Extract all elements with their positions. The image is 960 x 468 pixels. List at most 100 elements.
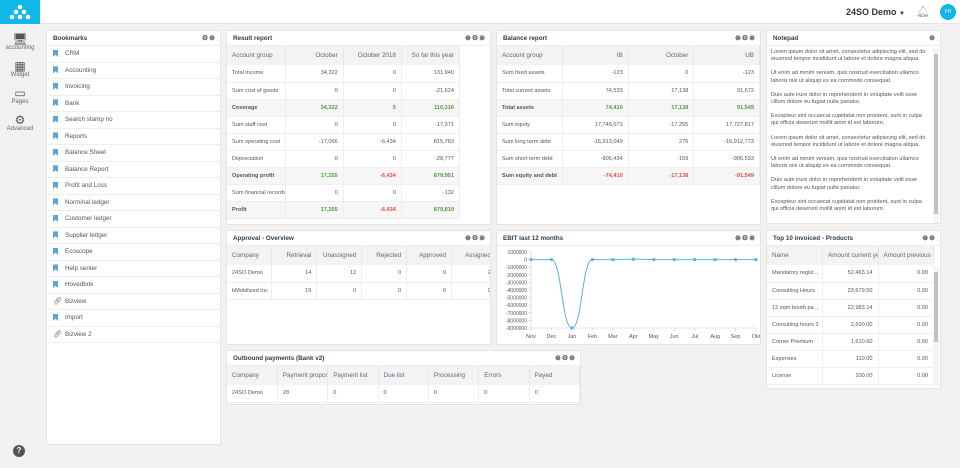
- help-icon[interactable]: ?: [13, 445, 25, 457]
- bookmark-item[interactable]: 🔗︎ Bizview 2: [47, 327, 220, 343]
- column-header[interactable]: Name: [767, 246, 823, 265]
- table-row[interactable]: Mandatory regist... 52,463.14 0.00: [767, 265, 934, 283]
- table-cell: 0: [478, 385, 530, 403]
- table-row[interactable]: Consulting Hours 23,679.50 0.00: [767, 282, 934, 300]
- column-header[interactable]: Payed: [529, 366, 580, 385]
- column-header[interactable]: Company: [227, 366, 278, 385]
- y-tick-label: -5000000: [506, 296, 527, 302]
- table-row[interactable]: Depreciation 0 0 -28,777: [227, 150, 461, 168]
- column-header[interactable]: October 2018: [343, 46, 402, 65]
- logo[interactable]: [0, 0, 40, 24]
- table-cell: 0.00: [878, 367, 934, 385]
- table-row[interactable]: Sum fixed assets -123 0 -123: [497, 65, 760, 83]
- column-header[interactable]: Approved: [406, 246, 453, 265]
- approval-panel: Approval - Overview ⊛⚙⊗ Company Retrieval U…: [226, 230, 491, 345]
- column-header[interactable]: Account group: [227, 46, 286, 65]
- column-header[interactable]: Account group: [497, 46, 564, 65]
- bookmark-item[interactable]: Search stamp no: [47, 112, 220, 129]
- notepad-textarea[interactable]: Lorem ipsum dolor sit amet, consectetur …: [767, 46, 940, 223]
- panel-controls-icons[interactable]: ⊛⚙⊗: [734, 235, 756, 242]
- panel-controls-icons[interactable]: ⊛⊗: [922, 235, 936, 242]
- x-tick-label: Sep: [731, 334, 741, 340]
- column-header[interactable]: IB: [562, 46, 629, 65]
- panel-controls-icons[interactable]: ⊛⚙⊗: [554, 355, 576, 362]
- rail-item-advanced[interactable]: ⚙ Advanced: [0, 113, 40, 132]
- bookmark-item[interactable]: Norminal ledger: [47, 195, 220, 211]
- table-row[interactable]: License 100.00 0.00: [767, 367, 934, 385]
- table-row[interactable]: Sum equity and debt -74,410 -17,138 -91,549: [497, 167, 760, 185]
- bookmark-item[interactable]: Hovedbok: [47, 277, 220, 294]
- rail-item-accounting[interactable]: 🖥︎ accounting: [0, 32, 40, 51]
- table-row[interactable]: bMobilized Inc 19 0 0 0 0: [227, 282, 490, 300]
- table-row[interactable]: Expenses 110.00 0.00: [767, 350, 934, 368]
- table-row[interactable]: Consulting hours 2 2,500.00 0.00: [767, 316, 934, 334]
- bookmark-item[interactable]: Import: [47, 310, 220, 327]
- rail-item-widget[interactable]: ▦ Widget: [0, 59, 40, 78]
- bookmark-item[interactable]: Bank: [47, 96, 220, 112]
- column-header[interactable]: So far this year: [401, 46, 461, 65]
- close-icon[interactable]: ⊗: [929, 35, 936, 42]
- table-cell: 2,500.00: [822, 316, 879, 334]
- table-row[interactable]: Sum staff cost 0 0 -17,371: [227, 116, 461, 134]
- table-row[interactable]: 12 sqm booth pa... 22,983.14 0.00: [767, 299, 934, 317]
- scrollbar[interactable]: [933, 266, 939, 386]
- table-row[interactable]: 24SO Demo 28 0 0 0 0 0: [227, 385, 580, 403]
- bell-icon[interactable]: 🔔︎: [916, 6, 930, 18]
- settings-close-icons[interactable]: ⚙⊗: [201, 35, 216, 42]
- bookmark-item[interactable]: Reports: [47, 129, 220, 145]
- column-header[interactable]: Amount previous: [878, 246, 934, 265]
- bookmark-item[interactable]: Balance Sheet: [47, 145, 220, 162]
- column-header[interactable]: Amount current year: [822, 246, 879, 265]
- table-row[interactable]: Sum financial records 0 0 -132: [227, 184, 461, 202]
- table-row[interactable]: Sum short term debt -906,434 -159 -906,593: [497, 150, 760, 168]
- table-row[interactable]: Sum cost of goods 0 0 -21,624: [227, 82, 461, 100]
- table-row[interactable]: Total income 34,322 0 131,940: [227, 65, 461, 83]
- column-header[interactable]: Payment list: [327, 366, 379, 385]
- rail-item-pages[interactable]: ▭ Pages: [0, 86, 40, 105]
- panel-title: Balance report: [503, 35, 548, 42]
- table-row[interactable]: Coverage 34,322 0 110,316: [227, 99, 461, 117]
- bookmark-item[interactable]: Help senter: [47, 261, 220, 277]
- bookmark-item[interactable]: CRM: [47, 46, 220, 63]
- column-header[interactable]: Company: [227, 246, 273, 265]
- avatar[interactable]: FH: [940, 4, 956, 20]
- bookmark-item[interactable]: Supplier ledger: [47, 228, 220, 244]
- column-header[interactable]: Assigned: [451, 246, 490, 265]
- column-header[interactable]: Unassigned: [316, 246, 363, 265]
- panel-controls-icons[interactable]: ⊛⚙⊗: [464, 235, 486, 242]
- column-header[interactable]: Rejected: [361, 246, 408, 265]
- table-cell: -906,434: [562, 150, 629, 168]
- table-row[interactable]: Profit 17,255 -6,434 879,819: [227, 201, 461, 219]
- table-row[interactable]: Operating profit 17,255 -6,434 879,951: [227, 167, 461, 185]
- column-header[interactable]: UB: [693, 46, 760, 65]
- table-row[interactable]: Sum operating cost -17,066 -6,434 815,783: [227, 133, 461, 151]
- column-header[interactable]: Payment proposal: [277, 366, 329, 385]
- result-table: Account group October October 2018 So far t…: [227, 46, 461, 219]
- panel-controls-icons[interactable]: ⊛⚙⊗: [464, 35, 486, 42]
- column-header[interactable]: October: [628, 46, 695, 65]
- table-row[interactable]: Total assets 74,410 17,138 91,549: [497, 99, 760, 117]
- column-header[interactable]: Processing: [428, 366, 480, 385]
- column-header[interactable]: Errors: [478, 366, 530, 385]
- table-row[interactable]: Corner Premium 1,610.60 0.00: [767, 333, 934, 351]
- panel-controls-icons[interactable]: ⊛⚙⊗: [734, 35, 756, 42]
- column-header[interactable]: Retrieval: [271, 246, 318, 265]
- bookmark-item[interactable]: Profit and Loss: [47, 178, 220, 195]
- bookmark-item[interactable]: Ecoscope: [47, 244, 220, 261]
- table-row[interactable]: Total current assets 74,533 17,138 91,672: [497, 82, 760, 100]
- table-row[interactable]: Sum equity 17,745,073 -17,255 17,727,817: [497, 116, 760, 134]
- bookmark-item[interactable]: Balance Report: [47, 162, 220, 178]
- scrollbar[interactable]: [933, 48, 939, 223]
- table-row[interactable]: Sum long term debt -16,913,049 276 -16,912,…: [497, 133, 760, 151]
- company-selector[interactable]: 24SO Demo ▼: [846, 7, 905, 17]
- table-row[interactable]: 24SO Demo 14 12 0 9 2: [227, 265, 490, 283]
- bookmark-label: Supplier ledger: [65, 231, 108, 239]
- column-header[interactable]: October: [285, 46, 344, 65]
- table-cell: 28: [277, 385, 329, 403]
- company-name: 24SO Demo: [846, 7, 897, 17]
- column-header[interactable]: Due list: [378, 366, 429, 385]
- bookmark-item[interactable]: Accounting: [47, 63, 220, 79]
- bookmark-item[interactable]: Customer ledger: [47, 211, 220, 228]
- bookmark-item[interactable]: 🔗︎ Bizview: [47, 294, 220, 310]
- bookmark-item[interactable]: Invoicing: [47, 79, 220, 96]
